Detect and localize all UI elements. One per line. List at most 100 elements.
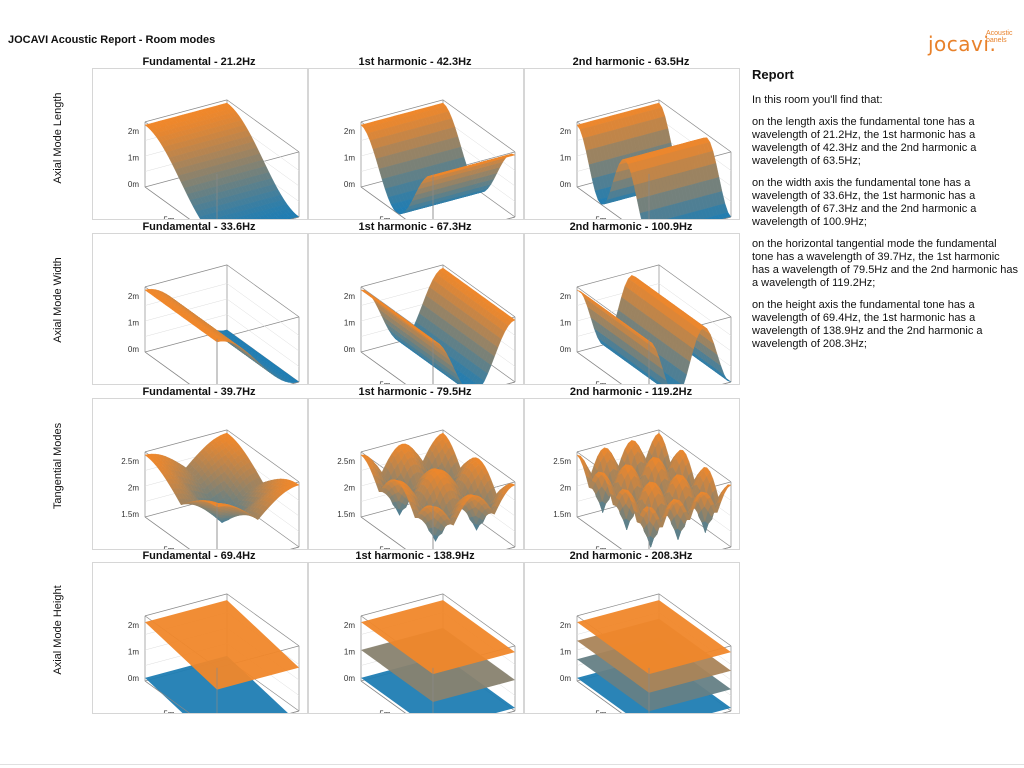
chart-title: 2nd harmonic - 100.9Hz <box>569 221 693 233</box>
z-tick-label: 1m <box>128 319 139 328</box>
mode-surface <box>144 102 300 219</box>
x-tick-label: 5m <box>379 545 390 549</box>
chart-title: Fundamental - 33.6Hz <box>142 221 256 233</box>
room-mode-surface-plot: 2m1m0m0m2m4m <box>92 233 308 385</box>
mode-surface <box>576 432 732 549</box>
x-tick-label: 5m <box>595 545 606 549</box>
plot-front-edges <box>576 667 732 713</box>
plot-front-edges <box>576 338 732 384</box>
report-paragraph-tangential: on the horizontal tangential mode the fu… <box>752 238 1019 289</box>
chart-title: 1st harmonic - 79.5Hz <box>358 386 472 398</box>
z-tick-label: 0m <box>128 345 139 354</box>
z-tick-label: 1m <box>344 154 355 163</box>
room-mode-surface-plot: 2m1m0m5m0m2m4m <box>308 233 524 385</box>
z-tick-label: 1.5m <box>337 510 355 519</box>
z-tick-label: 2m <box>344 292 355 301</box>
plot-front-edges <box>576 173 732 219</box>
surface-plot-svg: 2m1m0m5m0m2m4m <box>344 593 516 713</box>
z-tick-label: 0m <box>128 674 139 683</box>
surface-plot-svg: 2m1m0m5m0m2m4m <box>560 264 732 384</box>
chart-title: 1st harmonic - 42.3Hz <box>358 56 472 68</box>
mode-surface <box>361 600 515 713</box>
surface-plot-svg: 2m1m0m5m02m <box>128 99 300 219</box>
height-mode-plane <box>361 600 515 675</box>
chart-title: Fundamental - 39.7Hz <box>142 386 256 398</box>
report-heading: Report <box>752 67 794 82</box>
surface-plot-svg: 2m1m0m5m0m2m4m <box>128 593 300 713</box>
z-tick-label: 0m <box>128 180 139 189</box>
chart-title: 1st harmonic - 138.9Hz <box>355 550 475 562</box>
z-tick-label: 1m <box>344 319 355 328</box>
mode-surface <box>360 432 516 542</box>
report-title: JOCAVI Acoustic Report - Room modes <box>8 34 216 46</box>
x-tick-label: 5m <box>595 215 606 219</box>
chart-title: Fundamental - 21.2Hz <box>142 56 256 68</box>
plot-front-edges <box>144 173 300 219</box>
z-tick-label: 1m <box>560 648 571 657</box>
surface-plot-svg: 2m1m0m5m0m2m4m <box>344 264 516 384</box>
chart-title: Fundamental - 69.4Hz <box>142 550 256 562</box>
x-tick-label: 5m <box>595 380 606 384</box>
z-tick-label: 2.5m <box>121 457 139 466</box>
z-tick-label: 0m <box>560 180 571 189</box>
chart-title: 2nd harmonic - 63.5Hz <box>572 56 690 68</box>
logo-wordmark: jocavi. <box>928 32 997 56</box>
room-mode-surface-plot: 2m1m0m5m2m4m <box>524 68 740 220</box>
chart-title: 2nd harmonic - 119.2Hz <box>569 386 693 398</box>
plot-front-edges <box>360 667 516 713</box>
plot-front-edges <box>144 667 300 713</box>
height-mode-plane <box>145 600 299 690</box>
z-tick-label: 2m <box>344 621 355 630</box>
chart-title: 2nd harmonic - 208.3Hz <box>569 550 693 562</box>
z-tick-label: 2m <box>560 127 571 136</box>
room-mode-surface-plot: 2m1m0m5m0m2m4m <box>308 562 524 714</box>
z-tick-label: 0m <box>344 345 355 354</box>
mode-surface <box>576 275 732 384</box>
z-tick-label: 2m <box>128 621 139 630</box>
z-tick-label: 2.5m <box>553 457 571 466</box>
mode-surface <box>577 600 731 713</box>
report-paragraph-width: on the width axis the fundamental tone h… <box>752 177 977 228</box>
page-bottom-rule <box>0 764 1024 765</box>
plot-front-edges <box>360 503 516 549</box>
x-tick-label: 5m <box>163 215 174 219</box>
surface-plot-svg: 2m1m0m5m2m4m <box>560 99 732 219</box>
z-tick-label: 2m <box>128 484 139 493</box>
z-tick-label: 2m <box>560 484 571 493</box>
z-tick-label: 2m <box>560 621 571 630</box>
mode-surface <box>360 102 516 215</box>
mode-surface <box>144 432 300 524</box>
x-tick-label: 5m <box>379 380 390 384</box>
x-tick-label: 5m <box>379 215 390 219</box>
mode-surface <box>144 288 300 384</box>
z-tick-label: 0m <box>344 674 355 683</box>
plot-front-edges <box>360 338 516 384</box>
mode-surface <box>576 102 732 219</box>
plot-front-edges <box>360 173 516 219</box>
z-tick-label: 1m <box>128 648 139 657</box>
room-mode-surface-plot: 2m1m0m5m02m <box>92 68 308 220</box>
report-intro: In this room you'll find that: <box>752 94 883 106</box>
room-mode-surface-plot: 2m1m0m5m0m2m4m <box>92 562 308 714</box>
z-tick-label: 2m <box>128 127 139 136</box>
plot-front-edges <box>144 503 300 549</box>
surface-plot-svg: 2m1m0m5m0m2m4m <box>560 593 732 713</box>
z-tick-label: 1m <box>128 154 139 163</box>
mode-surface <box>360 267 516 384</box>
chart-title: 1st harmonic - 67.3Hz <box>358 221 472 233</box>
x-tick-label: 5m <box>163 709 174 713</box>
z-tick-label: 1m <box>344 648 355 657</box>
report-paragraph-length: on the length axis the fundamental tone … <box>752 116 977 167</box>
report-paragraph-height: on the height axis the fundamental tone … <box>752 299 983 350</box>
x-tick-label: 5m <box>595 709 606 713</box>
plot-front-edges <box>144 338 300 384</box>
room-mode-surface-plot: 2m1m0m5m0m2m4m <box>524 562 740 714</box>
z-tick-label: 2m <box>560 292 571 301</box>
z-tick-label: 0m <box>560 674 571 683</box>
mode-surface <box>145 600 299 713</box>
room-mode-surface-plot: 2m1m0m5m0m2m4m <box>524 233 740 385</box>
